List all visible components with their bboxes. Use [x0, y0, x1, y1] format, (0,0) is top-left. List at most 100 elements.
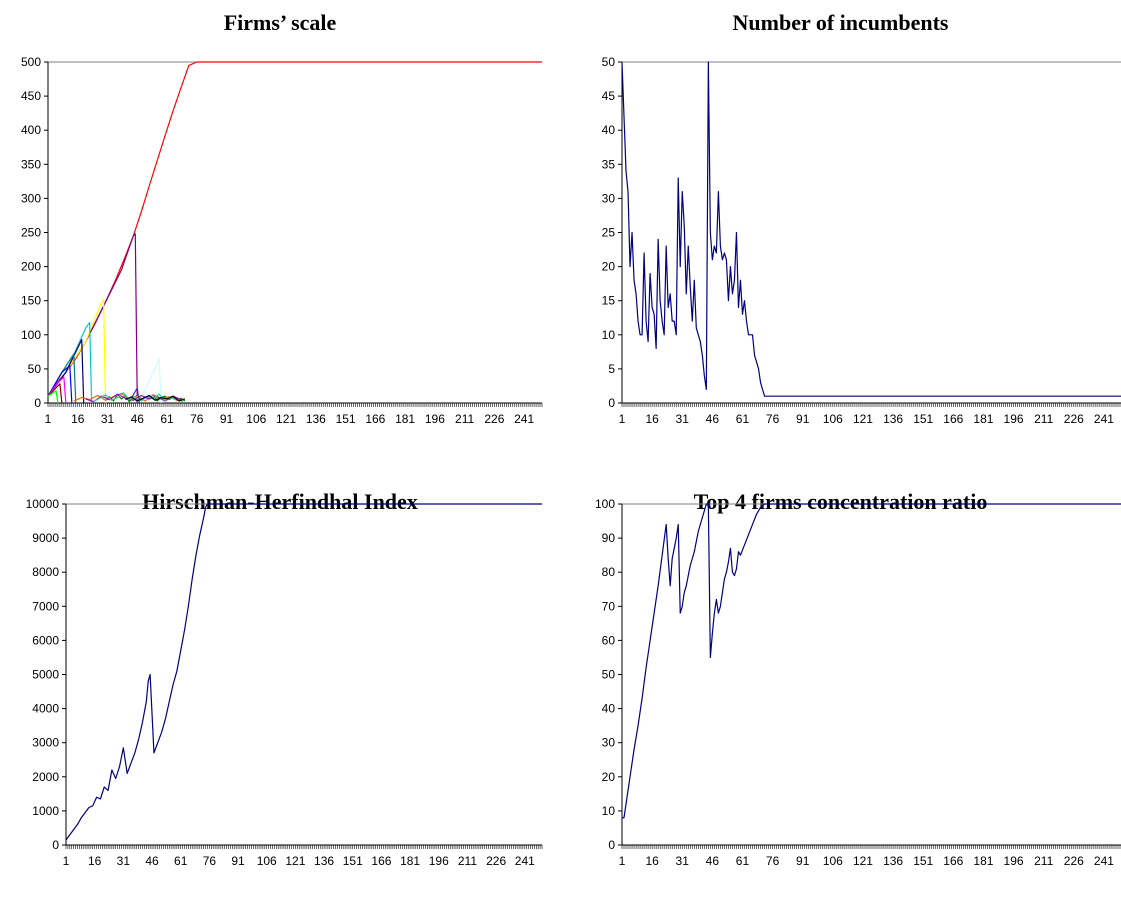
- x-tick-label: 211: [1034, 412, 1053, 426]
- x-tick-marks: [47, 403, 543, 407]
- x-tick-label: 61: [736, 854, 750, 868]
- x-tick-label: 166: [943, 412, 963, 426]
- y-tick-label: 2000: [32, 770, 59, 784]
- y-tick-label: 400: [21, 123, 41, 137]
- x-tick-label: 46: [706, 854, 720, 868]
- y-tick-label: 15: [602, 294, 616, 308]
- x-tick-label: 226: [486, 854, 506, 868]
- y-tick-label: 4000: [32, 702, 59, 716]
- x-tick-label: 241: [514, 412, 534, 426]
- x-tick-label: 241: [1094, 412, 1114, 426]
- y-tick-label: 10: [602, 804, 616, 818]
- x-tick-label: 166: [371, 854, 391, 868]
- x-tick-label: 1: [45, 412, 52, 426]
- series-line-0: [65, 503, 542, 841]
- x-tick-marks: [621, 845, 1121, 849]
- x-tick-label: 91: [231, 854, 245, 868]
- x-tick-label: 136: [314, 854, 334, 868]
- x-tick-label: 1: [63, 854, 70, 868]
- series-line-14: [85, 393, 182, 403]
- y-tick-label: 60: [602, 633, 616, 647]
- y-tick-label: 35: [602, 157, 616, 171]
- x-tick-label: 241: [1094, 854, 1114, 868]
- x-tick-label: 196: [429, 854, 449, 868]
- x-tick-label: 181: [400, 854, 420, 868]
- x-tick-label: 76: [203, 854, 217, 868]
- y-tick-label: 10: [602, 328, 616, 342]
- number-of-incumbents-chart: 0 5 10 15 20 25 30 35 40 45 50 1 16 31 46 61 76 91 106 121 1…: [602, 55, 1121, 426]
- x-tick-label: 46: [706, 412, 720, 426]
- y-tick-label: 50: [28, 362, 42, 376]
- y-tick-label: 350: [21, 157, 41, 171]
- y-tick-label: 9000: [32, 531, 59, 545]
- x-tick-label: 136: [306, 412, 326, 426]
- x-tick-label: 226: [484, 412, 504, 426]
- y-tick-label: 25: [602, 226, 616, 240]
- x-tick-label: 166: [365, 412, 385, 426]
- x-tick-label: 76: [190, 412, 204, 426]
- y-tick-label: 100: [21, 328, 41, 342]
- y-tick-label: 250: [21, 226, 41, 240]
- y-tick-label: 5000: [32, 668, 59, 682]
- y-tick-label: 0: [608, 838, 615, 852]
- y-tick-label: 0: [52, 838, 59, 852]
- x-tick-label: 211: [458, 854, 477, 868]
- x-tick-label: 121: [853, 854, 873, 868]
- x-tick-label: 91: [220, 412, 234, 426]
- x-tick-label: 196: [1004, 854, 1024, 868]
- x-tick-label: 151: [343, 854, 363, 868]
- series-line-16: [125, 394, 186, 402]
- x-tick-label: 31: [117, 854, 131, 868]
- firms-scale-chart: 0 50 100 150 200 250 300 350 400 450 500 1 16 31 46 61 7…: [21, 55, 543, 426]
- x-tick-label: 61: [160, 412, 174, 426]
- y-tick-label: 30: [602, 191, 616, 205]
- x-tick-label: 31: [676, 854, 690, 868]
- x-tick-label: 211: [455, 412, 474, 426]
- x-tick-label: 226: [1064, 412, 1084, 426]
- x-tick-label: 211: [1034, 854, 1053, 868]
- y-tick-label: 1000: [32, 804, 59, 818]
- x-tick-label: 16: [71, 412, 85, 426]
- y-tick-label: 0: [608, 396, 615, 410]
- series-line-6: [47, 364, 73, 404]
- x-tick-label: 16: [88, 854, 102, 868]
- y-tick-label: 90: [602, 531, 616, 545]
- y-tick-label: 3000: [32, 736, 59, 750]
- x-tick-label: 46: [145, 854, 159, 868]
- x-tick-label: 136: [883, 854, 903, 868]
- y-tick-label: 8000: [32, 565, 59, 579]
- y-tick-label: 100: [595, 497, 615, 511]
- x-tick-label: 121: [276, 412, 296, 426]
- chart-title: Top 4 firms concentration ratio: [693, 489, 988, 514]
- x-tick-label: 106: [823, 854, 843, 868]
- series-line-8: [47, 383, 63, 404]
- x-tick-label: 121: [853, 412, 873, 426]
- y-tick-label: 0: [34, 396, 41, 410]
- x-tick-label: 166: [943, 854, 963, 868]
- x-tick-label: 106: [246, 412, 266, 426]
- y-tick-label: 5: [608, 362, 615, 376]
- x-tick-marks: [65, 845, 543, 849]
- x-tick-label: 1: [619, 854, 626, 868]
- chart-title: Number of incumbents: [732, 10, 949, 35]
- x-tick-label: 151: [913, 854, 933, 868]
- y-tick-label: 50: [602, 55, 616, 69]
- x-tick-label: 91: [796, 854, 810, 868]
- x-tick-label: 196: [425, 412, 445, 426]
- x-tick-label: 1: [619, 412, 626, 426]
- x-tick-label: 106: [823, 412, 843, 426]
- y-tick-label: 30: [602, 736, 616, 750]
- x-tick-label: 16: [645, 854, 659, 868]
- x-tick-label: 106: [257, 854, 277, 868]
- x-tick-label: 91: [796, 412, 810, 426]
- series-line-0: [622, 503, 1121, 819]
- x-tick-label: 226: [1064, 854, 1084, 868]
- y-tick-label: 40: [602, 702, 616, 716]
- y-tick-label: 500: [21, 55, 41, 69]
- y-tick-label: 40: [602, 123, 616, 137]
- x-tick-label: 241: [515, 854, 535, 868]
- series-line-10: [136, 358, 162, 404]
- y-tick-label: 7000: [32, 599, 59, 613]
- x-tick-label: 181: [973, 412, 993, 426]
- y-tick-label: 80: [602, 565, 616, 579]
